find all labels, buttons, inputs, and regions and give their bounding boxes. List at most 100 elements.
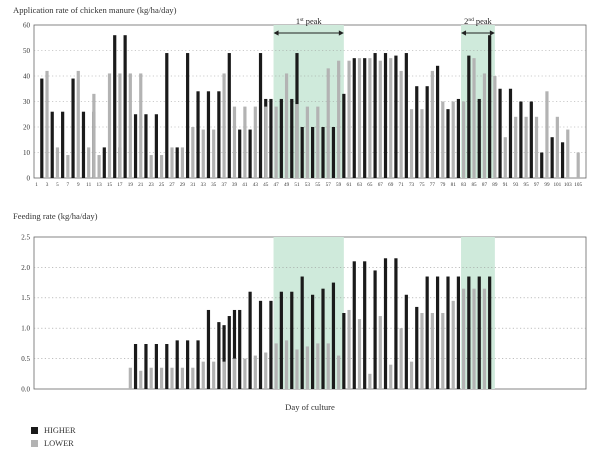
manure-bar-lower: [243, 106, 247, 178]
feeding-bar-lower: [274, 343, 278, 389]
manure-bar-higher: [81, 111, 86, 178]
feeding-bar-lower: [139, 370, 143, 389]
feeding-bar-higher: [352, 261, 356, 389]
day-tick-label: 41: [242, 182, 248, 188]
feeding-bar-higher: [232, 309, 237, 389]
manure-bar-lower: [232, 106, 237, 178]
manure-bar-lower: [534, 116, 539, 178]
feeding-bar-lower: [482, 288, 487, 389]
day-tick-label: 21: [138, 182, 144, 188]
manure-bar-higher: [311, 127, 315, 178]
manure-bar-lower: [337, 60, 341, 179]
manure-bar-lower: [107, 73, 112, 178]
manure-bar-lower: [378, 60, 382, 179]
manure-bar-higher: [446, 109, 450, 178]
manure-bar-higher: [175, 147, 179, 178]
manure-axis-title: Application rate of chicken manure (kg/h…: [13, 5, 177, 15]
manure-bar-higher: [113, 35, 117, 179]
manure-bar-lower: [368, 58, 372, 178]
feeding-ytick-label: 2.5: [21, 233, 30, 241]
legend: HIGHER LOWER: [31, 424, 76, 450]
feeding-bar-higher: [196, 340, 200, 389]
manure-bar-lower: [212, 129, 216, 178]
feeding-bar-higher: [415, 306, 419, 389]
day-tick-label: 45: [263, 182, 269, 188]
manure-ytick-label: 20: [23, 123, 31, 131]
manure-bar-higher: [352, 58, 356, 178]
feeding-bar-higher: [383, 258, 388, 389]
manure-bar-higher: [477, 98, 481, 178]
manure-bar-higher: [154, 114, 158, 178]
feeding-bar-higher: [425, 276, 429, 389]
manure-bar-higher: [300, 127, 304, 178]
manure-bar-lower: [264, 106, 268, 178]
feeding-bar-lower: [305, 346, 309, 389]
feeding-bar-lower: [389, 364, 393, 389]
feeding-bar-higher: [206, 309, 211, 389]
feeding-bar-lower: [149, 367, 153, 389]
day-tick-label: 43: [253, 182, 259, 188]
manure-bar-lower: [347, 60, 351, 179]
manure-bar-higher: [206, 91, 211, 178]
manure-ytick-label: 30: [23, 98, 31, 106]
manure-bar-higher: [102, 147, 106, 178]
day-tick-label: 61: [346, 182, 352, 188]
day-tick-label: 95: [524, 182, 530, 188]
day-tick-label: 85: [471, 182, 477, 188]
feeding-bar-higher: [133, 344, 138, 389]
manure-ytick-label: 50: [23, 47, 31, 55]
day-tick-label: 93: [513, 182, 519, 188]
manure-bar-lower: [420, 109, 424, 178]
manure-bar-lower: [576, 152, 580, 178]
manure-bar-higher: [279, 98, 283, 178]
feeding-bar-lower: [399, 328, 403, 389]
day-tick-label: 3: [46, 182, 49, 188]
day-tick-label: 59: [336, 182, 342, 188]
manure-bar-higher: [519, 101, 523, 178]
feeding-bar-higher: [217, 322, 221, 389]
feeding-bar-higher: [456, 276, 461, 389]
manure-bar-lower: [305, 106, 309, 178]
manure-bar-higher: [40, 78, 44, 178]
manure-bar-higher: [467, 55, 471, 178]
feeding-bar-higher: [144, 344, 148, 389]
day-tick-label: 49: [284, 182, 290, 188]
day-tick-label: 29: [180, 182, 186, 188]
manure-bar-higher: [373, 53, 377, 178]
day-tick-label: 19: [128, 182, 134, 188]
feeding-bar-higher: [311, 294, 315, 389]
feeding-bar-lower: [243, 358, 247, 389]
manure-bar-higher: [404, 53, 408, 178]
feeding-bar-higher: [300, 276, 304, 389]
legend-item-higher: HIGHER: [31, 424, 76, 437]
feeding-bar-higher: [222, 325, 226, 389]
feeding-bar-lower: [212, 361, 216, 389]
manure-bar-lower: [451, 101, 455, 178]
manure-bar-higher: [123, 35, 127, 179]
manure-bar-higher: [425, 86, 429, 178]
manure-bar-higher: [529, 101, 533, 178]
day-tick-label: 35: [211, 182, 217, 188]
feeding-bar-higher: [269, 300, 273, 389]
feeding-bar-higher: [363, 261, 367, 389]
manure-bar-higher: [248, 129, 252, 178]
peak-arrow-right-icon: [338, 30, 344, 36]
manure-bar-lower: [201, 129, 205, 178]
manure-bar-lower: [159, 155, 164, 178]
manure-bar-higher: [456, 98, 461, 178]
day-tick-label: 69: [388, 182, 394, 188]
feeding-bar-lower: [378, 316, 382, 389]
manure-bar-lower: [45, 70, 49, 178]
feeding-bar-lower: [232, 358, 237, 389]
day-tick-label: 75: [419, 182, 425, 188]
legend-item-lower: LOWER: [31, 437, 76, 450]
feeding-bar-higher: [404, 294, 408, 389]
day-tick-label: 5: [56, 182, 59, 188]
manure-bar-lower: [118, 73, 122, 178]
day-tick-label: 77: [430, 182, 436, 188]
legend-swatch-higher: [31, 427, 38, 434]
day-tick-label: 83: [461, 182, 467, 188]
day-tick-label: 39: [232, 182, 238, 188]
feeding-bar-higher: [373, 270, 377, 389]
feeding-ytick-label: 1.0: [21, 325, 30, 333]
